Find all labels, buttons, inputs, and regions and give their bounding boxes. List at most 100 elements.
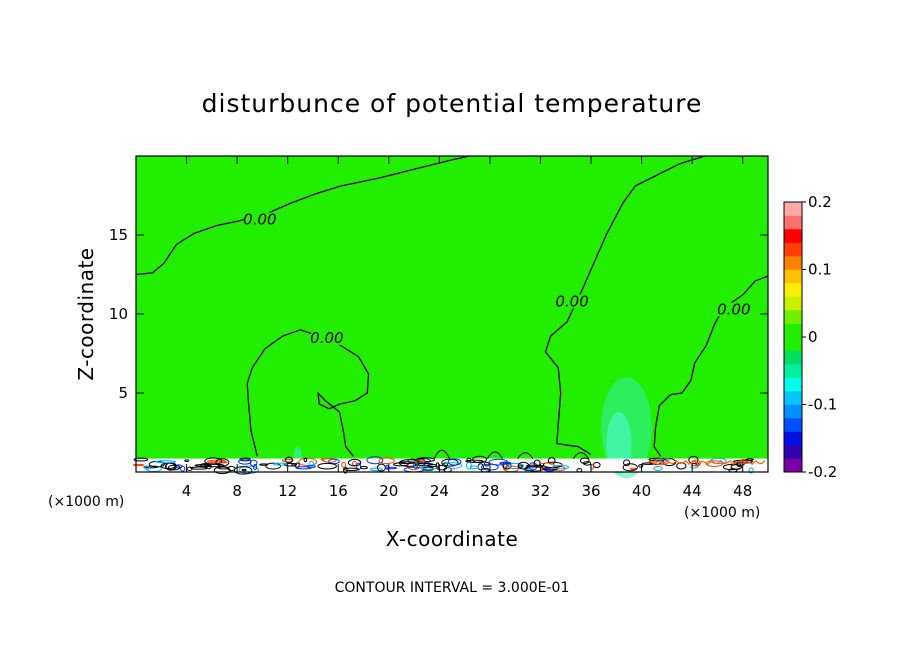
contour-label-gap <box>556 294 589 309</box>
plot-area: 0.00 0.00 0.00 0.00 <box>132 155 769 479</box>
surface-contour <box>291 463 297 467</box>
colorbar-swatch <box>784 364 802 378</box>
x-tick-label: 4 <box>182 482 192 500</box>
y-axis: 5 10 15 <box>109 226 768 402</box>
surface-contour <box>469 465 480 470</box>
chart-title: disturbunce of potential temperature <box>202 89 703 118</box>
surface-contour <box>180 465 186 472</box>
surface-contour <box>653 465 663 471</box>
surface-contour <box>204 457 223 465</box>
surface-contour <box>386 466 398 470</box>
surface-contour <box>658 457 670 463</box>
surface-contour <box>447 458 462 466</box>
surface-contour <box>722 463 743 471</box>
surface-contour <box>347 458 362 467</box>
surface-contour <box>317 462 337 470</box>
surface-contour <box>132 463 145 467</box>
surface-contour <box>167 464 181 471</box>
colorbar-swatch <box>784 323 802 338</box>
surface-contour <box>238 458 252 465</box>
surface-contour <box>524 465 545 472</box>
surface-contour <box>308 460 315 468</box>
surface-contour <box>638 464 644 468</box>
contour-line <box>246 329 370 457</box>
x-tick-label: 20 <box>379 482 398 500</box>
colorbar-swatch <box>784 256 802 270</box>
contour-label-gap <box>243 212 276 227</box>
surface-contour <box>579 457 590 464</box>
colorbar-tick-label: -0.2 <box>808 463 837 481</box>
surface-contour <box>306 464 316 469</box>
y-axis-label: Z-coordinate <box>74 247 98 380</box>
colorbar-tick-label: 0.1 <box>808 261 832 279</box>
contour-labels: 0.00 0.00 0.00 0.00 <box>243 210 750 346</box>
surface-contour <box>360 465 368 470</box>
colorbar-tick-label: 0.2 <box>808 193 832 211</box>
surface-contour <box>732 459 753 464</box>
surface-contour <box>215 458 230 467</box>
x-unit-label-left: (×1000 m) <box>48 494 124 510</box>
x-axis: 4 8 12 16 20 24 28 32 36 40 44 48 <box>182 156 752 500</box>
contour-interval-note: CONTOUR INTERVAL = 3.000E-01 <box>335 580 570 596</box>
surface-contour <box>745 458 754 461</box>
surface-contour <box>370 467 383 472</box>
colorbar-swatch <box>784 445 802 459</box>
surface-contour <box>622 463 638 472</box>
colorbar-swatch <box>784 377 802 392</box>
contour-label-gap <box>310 330 343 345</box>
surface-contour <box>259 463 269 466</box>
surface-contour <box>208 461 228 464</box>
surface-contour <box>551 464 570 470</box>
surface-contour <box>748 467 754 474</box>
surface-contour <box>472 455 487 464</box>
surface-contour <box>133 457 149 462</box>
colorbar-swatch <box>784 310 802 324</box>
surface-contour <box>341 461 347 468</box>
colorbar-swatch <box>784 431 802 446</box>
contour-label: 0.00 <box>717 300 750 318</box>
contour-label: 0.00 <box>310 329 343 347</box>
x-tick-label: 8 <box>232 482 242 500</box>
surface-contour <box>343 467 360 471</box>
surface-contour <box>281 458 294 463</box>
x-tick-label: 32 <box>531 482 550 500</box>
y-tick-label: 10 <box>109 305 128 323</box>
surface-contour <box>426 463 438 468</box>
surface-contour <box>517 452 534 459</box>
x-tick-label: 24 <box>430 482 449 500</box>
surface-contour <box>623 459 631 467</box>
surface-contour <box>572 452 589 459</box>
surface-contour <box>190 466 208 470</box>
surface-contour <box>265 462 281 470</box>
surface-contour <box>533 459 541 467</box>
surface-contour <box>676 462 687 470</box>
surface-contour <box>488 458 509 466</box>
colorbar-swatch <box>784 404 802 419</box>
surface-contour <box>414 459 426 463</box>
surface-contour <box>466 457 472 463</box>
x-unit-label-right: (×1000 m) <box>684 505 760 521</box>
surface-contour <box>486 451 503 459</box>
surface-noise-layer <box>132 449 768 475</box>
x-tick-label: 16 <box>329 482 348 500</box>
colorbar-swatch <box>784 202 802 216</box>
colorbar-swatch <box>784 242 802 257</box>
surface-contour <box>433 449 450 459</box>
surface-contour <box>378 457 395 465</box>
x-tick-label: 40 <box>632 482 651 500</box>
surface-contour <box>184 459 190 463</box>
y-tick-label: 15 <box>109 226 128 244</box>
surface-contour <box>253 464 258 471</box>
colorbar-swatch <box>784 418 802 432</box>
colorbar-swatch <box>784 296 802 311</box>
surface-contour <box>376 463 386 472</box>
y-tick-label: 5 <box>118 384 128 402</box>
surface-contour <box>194 464 212 467</box>
x-tick-label: 28 <box>480 482 499 500</box>
surface-contour <box>356 462 362 471</box>
surface-contour <box>466 461 472 470</box>
colorbar-swatch <box>784 350 802 365</box>
surface-contour <box>436 464 448 471</box>
colorbar-tick-label: -0.1 <box>808 396 837 414</box>
